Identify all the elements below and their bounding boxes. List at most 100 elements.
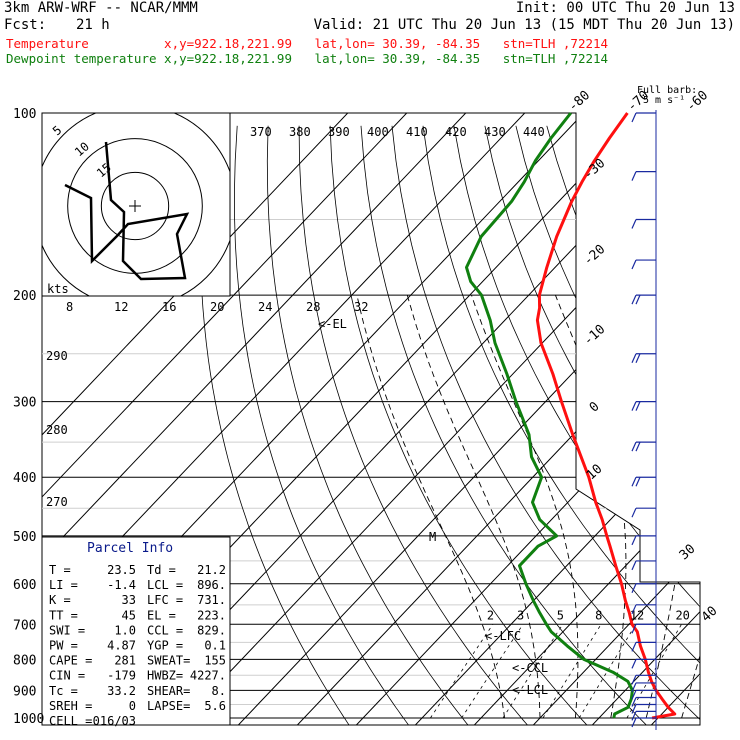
isotherm-label: 0 <box>587 399 603 415</box>
hodograph-speed-label: 8 <box>66 300 73 314</box>
barb-flag <box>631 219 637 229</box>
wind-barb <box>631 604 656 615</box>
barb-note-title: Full barb: <box>637 85 698 96</box>
mixing-ratio-line <box>430 624 494 719</box>
mixing-ratio-line <box>542 624 602 719</box>
wind-barb <box>631 441 656 452</box>
isotherm-label: 10 <box>584 462 606 484</box>
hodograph-unit: kts <box>47 282 69 296</box>
barb-flag <box>631 171 637 181</box>
wind-barb <box>631 535 656 546</box>
isotherm <box>527 113 700 725</box>
wind-barb <box>631 507 656 518</box>
isotherm-label: -70 <box>625 88 652 115</box>
mixing-ratio-line <box>578 624 637 719</box>
plot-border <box>41 112 701 726</box>
barb-flag <box>631 690 637 700</box>
parcel-param-value: 33 <box>122 593 136 607</box>
parcel-param-value: 21.2 <box>197 563 226 577</box>
dry-adiabat <box>298 125 533 725</box>
barb-flag <box>631 477 637 487</box>
barb-flag <box>631 675 637 685</box>
pressure-tick-label: 100 <box>13 107 36 122</box>
pressure-tick-label: 200 <box>13 289 36 304</box>
moist-adiabat <box>645 294 689 719</box>
barb-flag <box>631 624 637 634</box>
barb-flag <box>635 401 641 411</box>
isotherm-label: -20 <box>581 242 608 269</box>
parcel-param-label: T = <box>49 563 71 577</box>
dry-adiabat <box>484 125 700 725</box>
wind-barb <box>631 696 656 707</box>
dry-adiabat <box>702 126 740 731</box>
wind-barb <box>631 710 656 721</box>
mixing-ratio-line <box>502 624 564 719</box>
level-annotation: <-LFC <box>485 629 521 643</box>
parcel-param-label: CIN = <box>49 669 85 683</box>
parcel-info-title: Parcel Info <box>87 541 173 556</box>
wind-barb <box>631 682 656 693</box>
parcel-param-label: LI = <box>49 578 78 592</box>
barb-flag <box>631 259 637 270</box>
parcel-param-label: SWI = <box>49 623 85 637</box>
wind-barb <box>631 717 656 728</box>
isotherm <box>586 113 700 725</box>
valid-time: Valid: 21 UTC Thu 20 Jun 13 (15 MDT Thu … <box>313 17 735 33</box>
barb-flag <box>631 353 637 363</box>
hodograph-frame <box>41 112 231 297</box>
isotherm-label: -80 <box>566 88 593 115</box>
dry-adiabat <box>422 125 700 725</box>
barb-flag <box>631 560 637 571</box>
parcel-param-value: 223. <box>197 608 226 622</box>
level-annotation: <-LCL <box>512 683 548 697</box>
mixing-ratio-label: 20 <box>675 608 689 622</box>
level-annotation: <-EL <box>318 317 347 331</box>
pressure-tick-label: 500 <box>13 530 36 545</box>
wind-barbs <box>631 110 657 730</box>
dry-adiabat <box>329 125 593 725</box>
hodograph-speed-label: 28 <box>306 300 320 314</box>
isotherm <box>42 113 538 725</box>
theta-label: 290 <box>46 349 68 363</box>
sounding-curves: <-EL M <-LFC <-CCL <-LCL <box>318 112 677 720</box>
parcel-param-label: K = <box>49 593 71 607</box>
parcel-param-value: 0.1 <box>204 639 226 653</box>
parcel-param-label: PW = <box>49 639 78 653</box>
barb-flag <box>635 353 641 363</box>
hodograph-speed-label: 12 <box>114 300 128 314</box>
moist-adiabat <box>681 295 700 719</box>
barb-flag <box>631 401 637 411</box>
dry-adiabat <box>608 125 700 725</box>
parcel-param-value: 45 <box>122 608 136 622</box>
forecast-label: Fcst: <box>4 17 47 33</box>
barb-flag <box>631 535 637 546</box>
wind-barb <box>631 171 656 181</box>
theta-label: 370 <box>250 125 272 139</box>
parcel-param-value: 4227. <box>190 669 226 683</box>
isotherm <box>173 113 700 725</box>
barb-flag <box>631 441 637 452</box>
model-title: 3km ARW-WRF -- NCAR/MMM <box>4 0 198 16</box>
theta-label: 430 <box>484 125 506 139</box>
isotherm <box>350 113 700 725</box>
hodograph-trace <box>64 141 190 281</box>
barb-flag <box>631 717 637 728</box>
wind-barb <box>631 641 656 652</box>
forecast-hour: 21 h <box>76 17 110 33</box>
dewpoint-curve <box>465 112 634 719</box>
theta-label: 410 <box>406 125 428 139</box>
level-annotation: M <box>429 530 436 544</box>
parcel-param-value: 731. <box>197 593 226 607</box>
parcel-param-label: LFC = <box>147 593 183 607</box>
wind-barb <box>631 674 656 685</box>
parcel-param-value: 1.0 <box>114 623 136 637</box>
barb-flag <box>635 294 641 305</box>
pressure-tick-label: 900 <box>13 684 36 699</box>
barb-flag <box>631 294 637 305</box>
barb-note-units: 5 m s⁻¹ <box>643 95 686 106</box>
moist-adiabat <box>406 294 541 718</box>
parcel-param-value: -179 <box>107 669 136 683</box>
parcel-param-value: 4.87 <box>107 639 136 653</box>
parcel-param-label: CCL = <box>147 623 183 637</box>
